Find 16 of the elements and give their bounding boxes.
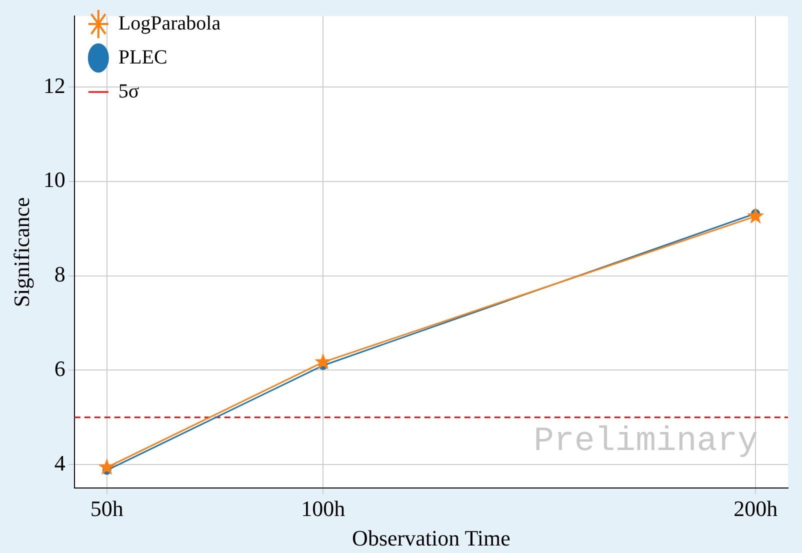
y-tick-label: 12 [43, 72, 66, 98]
y-tick-label: 8 [54, 262, 66, 287]
legend-label: 5σ [118, 80, 140, 102]
y-tick-label: 10 [43, 167, 66, 192]
point [747, 207, 764, 224]
y-axis-title: Significance [8, 197, 34, 308]
point [314, 353, 332, 370]
legend-label: PLEC [118, 46, 168, 68]
x-axis-title: Observation Time [352, 526, 510, 551]
y-tick-label: 4 [54, 450, 66, 476]
legend-label: LogParabola [118, 12, 221, 34]
x-tick-label: 50h [90, 496, 124, 522]
y-tick-label: 6 [54, 356, 66, 381]
x-tick-label: 100h [301, 496, 346, 522]
point [98, 458, 116, 475]
x-tick-label: 200h [734, 496, 778, 522]
